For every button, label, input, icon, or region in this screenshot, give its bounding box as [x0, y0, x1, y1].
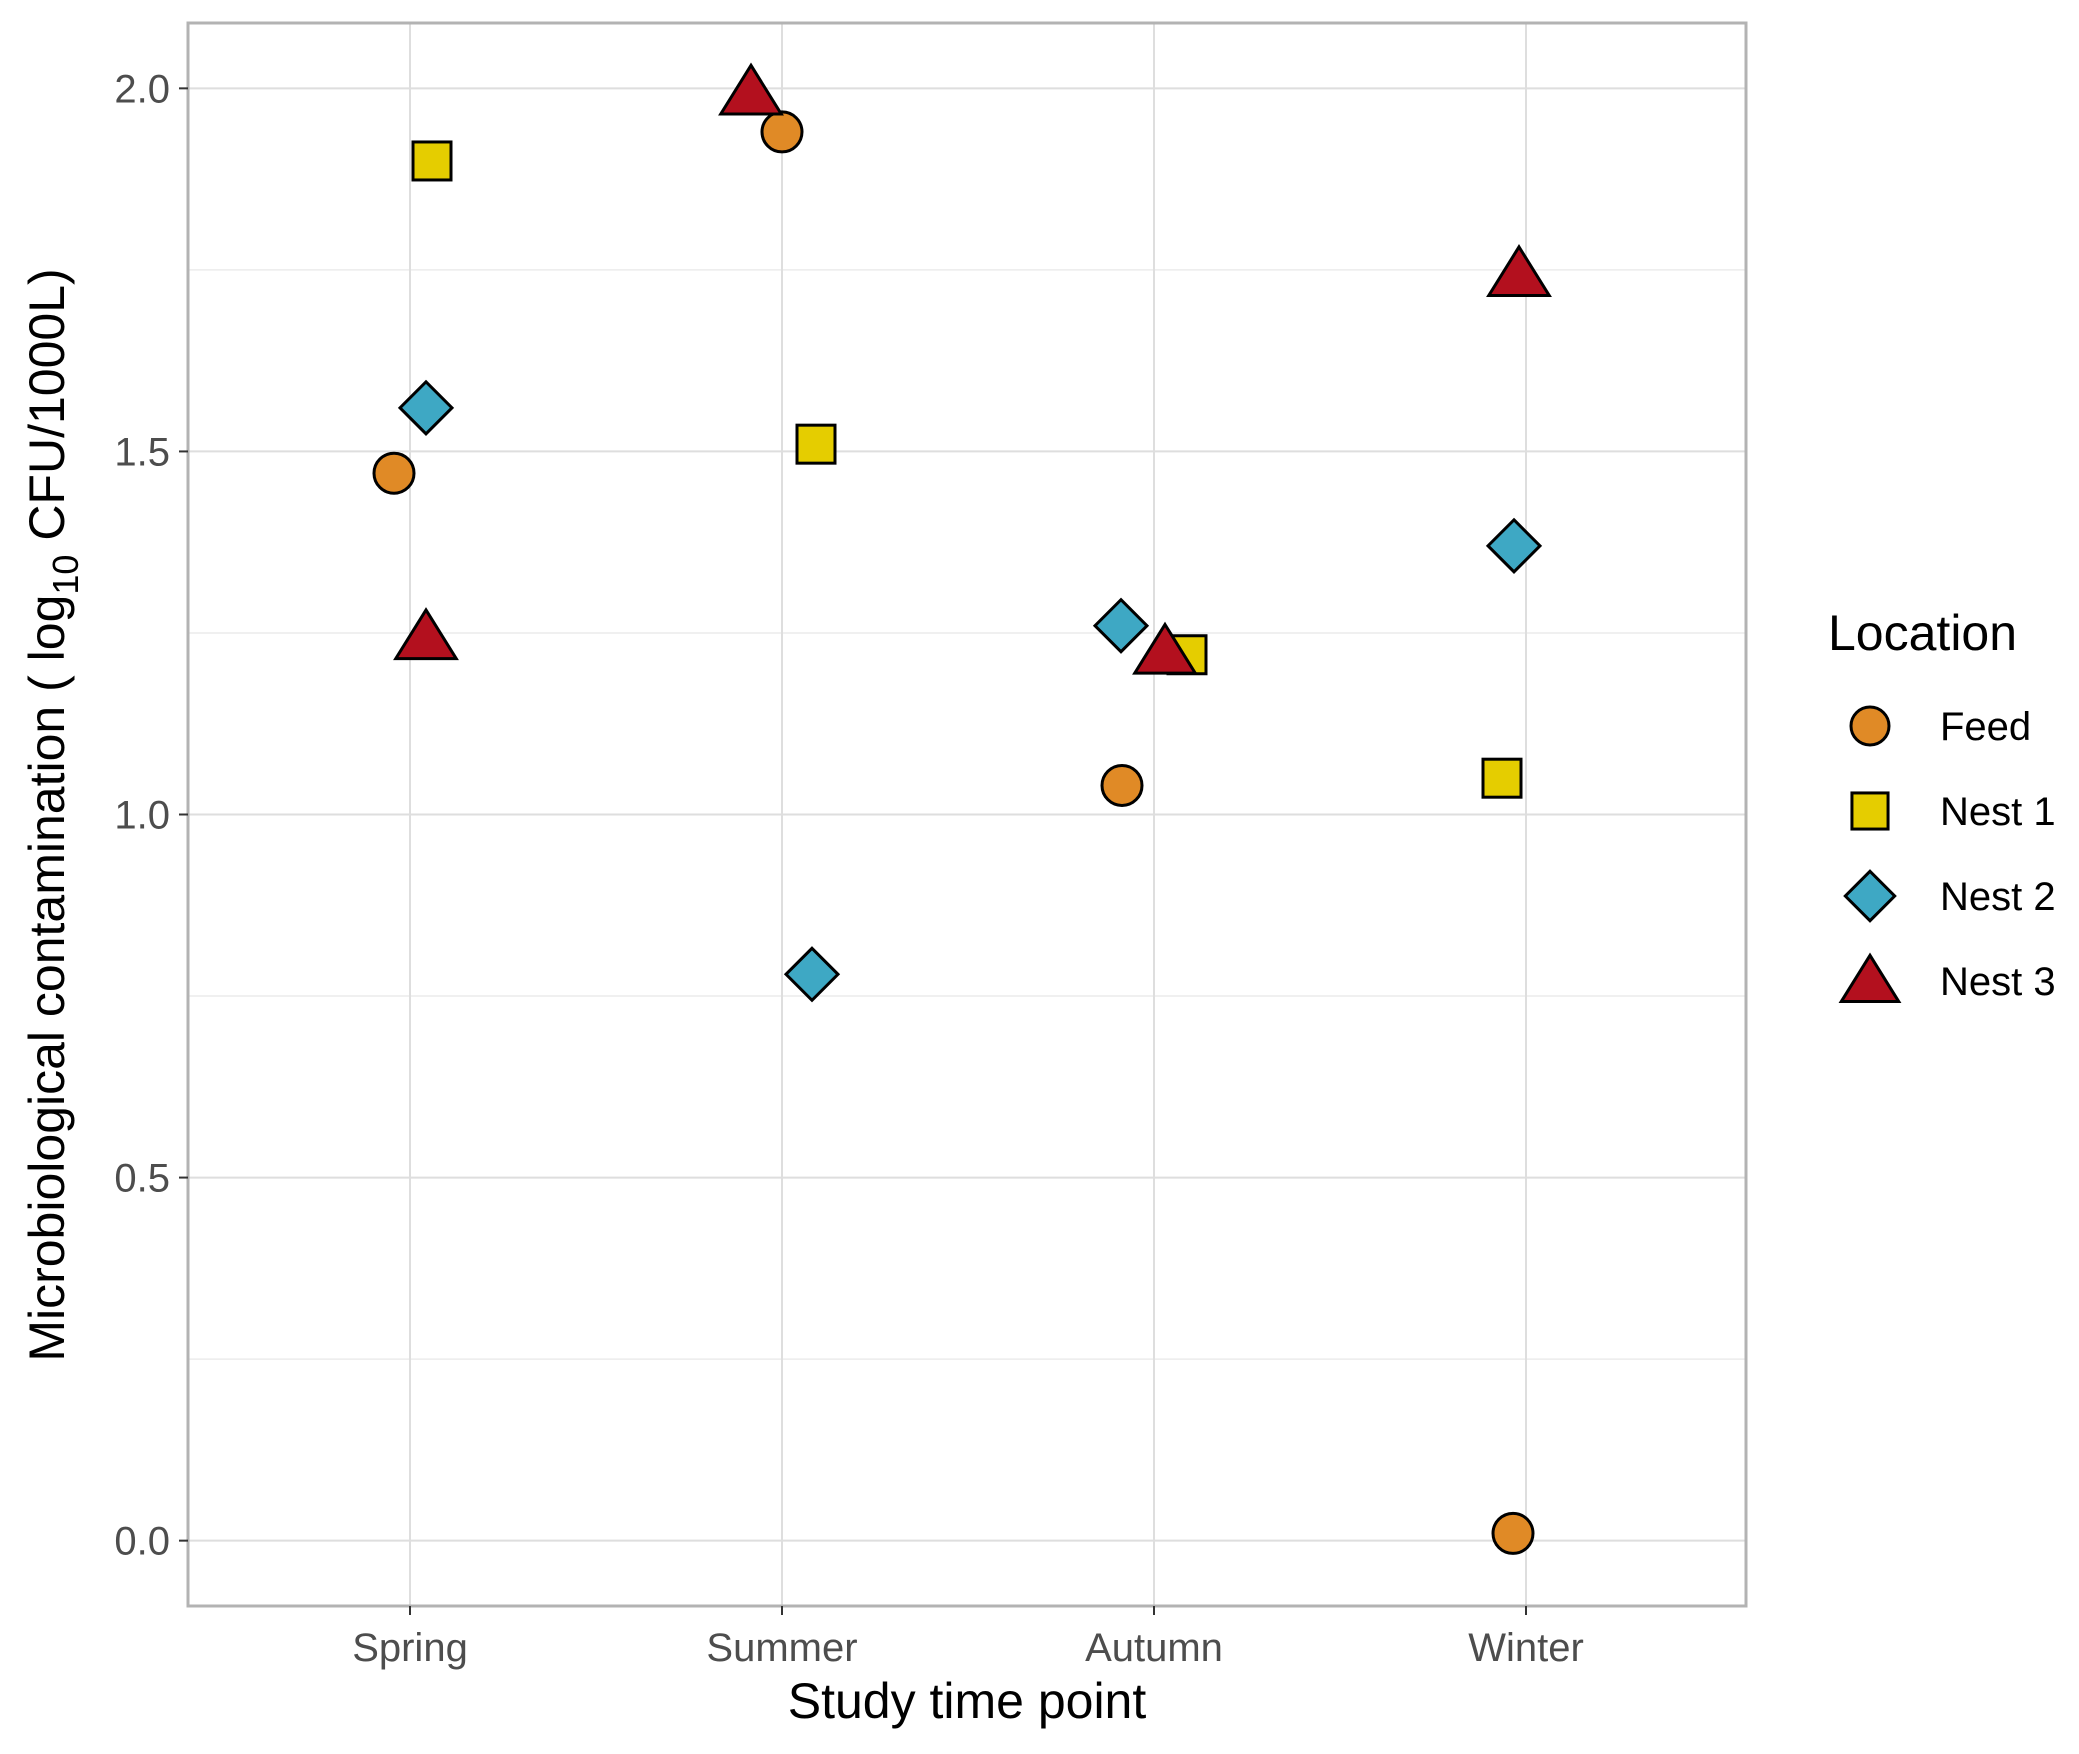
point-nest-3-spring — [393, 607, 459, 661]
point-feed-summer — [760, 110, 804, 154]
legend: Location Feed Nest 1 Nest 2 Nest 3 — [1828, 605, 2056, 1004]
point-nest-1-spring — [411, 140, 453, 182]
legend-key-feed — [1849, 705, 1891, 747]
point-nest-2-autumn — [1092, 597, 1150, 654]
grid — [188, 23, 1746, 1606]
point-feed-autumn — [1100, 763, 1144, 807]
legend-label-nest-3: Nest 3 — [1940, 960, 2056, 1004]
point-nest-3-autumn — [1132, 621, 1198, 675]
legend-key-nest-3 — [1838, 952, 1902, 1004]
y-tick-label: 1.0 — [114, 794, 170, 838]
legend-title: Location — [1828, 605, 2017, 661]
y-axis-title: Microbiological contamination ( log10 CF… — [19, 268, 86, 1361]
y-tick-label: 0.5 — [114, 1157, 170, 1201]
point-nest-2-winter — [1485, 517, 1543, 574]
legend-label-feed: Feed — [1940, 705, 2031, 749]
y-tick-label: 2.0 — [114, 67, 170, 111]
axes: 0.0 0.5 1.0 1.5 2.0 Spring Summer Autumn Winter — [114, 67, 1583, 1670]
x-tick-label-summer: Summer — [706, 1626, 857, 1670]
point-nest-1-summer — [795, 423, 837, 465]
point-nest-2-spring — [397, 379, 455, 436]
legend-key-nest-1 — [1850, 791, 1890, 831]
point-nest-3-summer — [718, 62, 784, 116]
legend-label-nest-2: Nest 2 — [1940, 875, 2056, 919]
point-feed-spring — [372, 451, 416, 495]
point-nest-3-winter — [1486, 244, 1552, 297]
point-feed-winter — [1491, 1511, 1535, 1555]
x-tick-label-autumn: Autumn — [1085, 1626, 1223, 1670]
legend-key-nest-2 — [1843, 869, 1897, 923]
data-points — [372, 62, 1552, 1555]
x-tick-label-winter: Winter — [1468, 1626, 1584, 1670]
x-tick-label-spring: Spring — [352, 1626, 468, 1670]
point-nest-2-summer — [783, 946, 841, 1003]
legend-label-nest-1: Nest 1 — [1940, 790, 2056, 834]
x-axis-title: Study time point — [788, 1673, 1147, 1729]
y-tick-label: 1.5 — [114, 430, 170, 474]
point-nest-1-winter — [1481, 757, 1523, 799]
y-tick-label: 0.0 — [114, 1520, 170, 1564]
